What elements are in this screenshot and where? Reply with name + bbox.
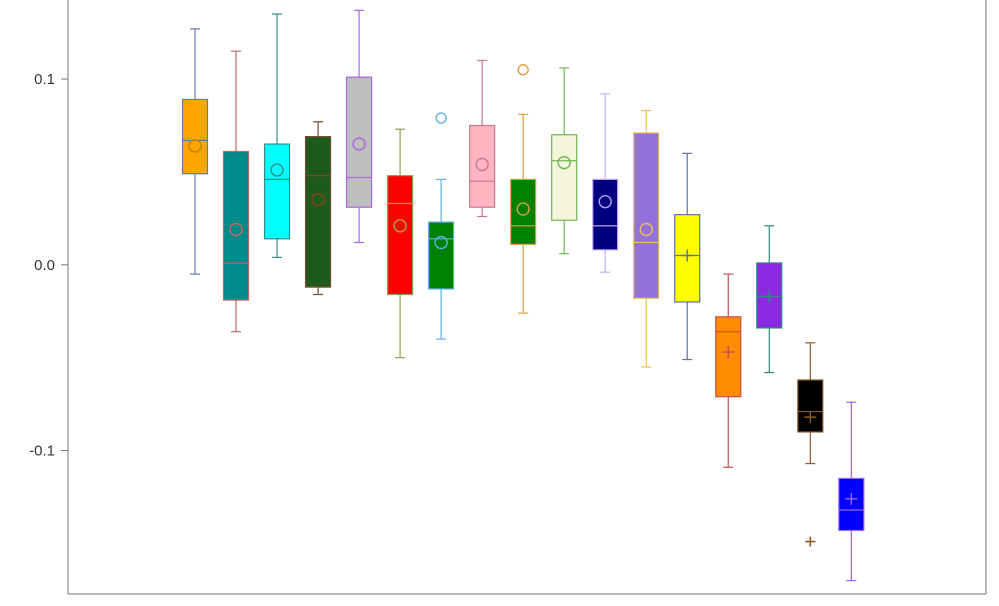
box-group <box>592 93 619 273</box>
box-group <box>551 67 578 255</box>
mean-marker <box>639 222 653 237</box>
box-group <box>222 50 250 333</box>
y-tick-label: 0.0 <box>34 257 55 274</box>
box-iqr <box>469 124 496 208</box>
mean-marker <box>434 235 448 250</box>
mean-marker <box>393 219 407 233</box>
box-group <box>387 128 414 359</box>
mean-marker <box>681 249 694 262</box>
mean-marker <box>311 193 325 207</box>
box-group <box>428 112 455 340</box>
outlier-point <box>805 536 816 547</box>
box-iqr <box>263 143 291 240</box>
box-group <box>633 110 660 368</box>
box-iqr <box>633 132 660 299</box>
mean-marker <box>598 194 612 209</box>
y-tick-label: 0.1 <box>34 71 55 88</box>
box-iqr <box>345 76 373 208</box>
outlier-point <box>435 112 447 124</box>
box-group <box>756 225 783 374</box>
box-group <box>181 28 209 275</box>
box-iqr <box>428 221 455 290</box>
mean-marker <box>845 492 858 505</box>
boxes <box>181 9 865 582</box>
box-iqr <box>797 379 824 433</box>
mean-marker <box>557 155 571 170</box>
mean-marker <box>229 222 243 237</box>
box-group <box>674 152 701 361</box>
mean-marker <box>188 139 202 153</box>
box-group <box>469 59 496 218</box>
mean-marker <box>722 346 735 359</box>
box-iqr <box>304 136 332 288</box>
box-group <box>263 13 291 258</box>
box-iqr <box>592 178 619 251</box>
box-iqr <box>387 175 414 296</box>
mean-marker <box>270 163 284 177</box>
box-iqr <box>551 134 578 221</box>
mean-marker <box>804 411 817 424</box>
outlier-point <box>517 64 529 76</box>
mean-marker <box>352 137 366 151</box>
y-ticks: 0.1 0.0 -0.1 <box>29 71 68 460</box>
box-group <box>304 121 332 296</box>
mean-marker <box>516 202 530 216</box>
mean-marker <box>475 157 489 172</box>
y-tick-label: -0.1 <box>29 443 55 460</box>
box-group <box>838 401 865 582</box>
box-iqr <box>181 98 209 175</box>
plot-frame <box>68 0 987 595</box>
box-group <box>715 273 742 468</box>
mean-marker <box>763 290 776 303</box>
box-group <box>510 64 537 314</box>
box-iqr <box>510 178 537 245</box>
box-group <box>345 9 373 244</box>
box-iqr <box>222 150 250 301</box>
box-group <box>797 342 824 547</box>
